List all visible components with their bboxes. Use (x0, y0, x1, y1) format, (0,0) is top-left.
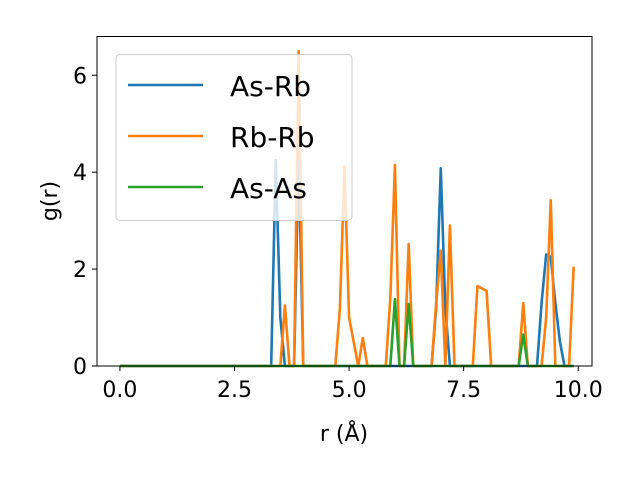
x-tick-label: 10.0 (554, 378, 603, 403)
y-tick-label: 2 (73, 258, 87, 283)
legend-label-as-rb: As-Rb (230, 70, 311, 103)
ticks-layer: 0.0 2.5 5.0 7.5 10.0 0 2 4 6 (73, 64, 603, 403)
y-tick-label: 4 (73, 161, 87, 186)
legend-items: As-Rb Rb-Rb As-As (128, 70, 315, 205)
legend-label-rb-rb: Rb-Rb (230, 121, 315, 154)
legend-box (115, 54, 353, 221)
y-axis-label: g(r) (38, 181, 63, 221)
x-tick-label: 7.5 (446, 378, 481, 403)
y-tick-label: 0 (73, 355, 87, 380)
x-tick-label: 2.5 (217, 378, 252, 403)
y-tick-label: 6 (73, 64, 87, 89)
legend-label-as-as: As-As (230, 172, 307, 205)
x-tick-label: 5.0 (332, 378, 367, 403)
x-axis-label: r (Å) (320, 420, 368, 447)
plot-frame (96, 36, 593, 367)
series-line-as-as (119, 297, 574, 368)
x-tick-label: 0.0 (102, 378, 137, 403)
legend: As-Rb Rb-Rb As-As (115, 54, 353, 221)
